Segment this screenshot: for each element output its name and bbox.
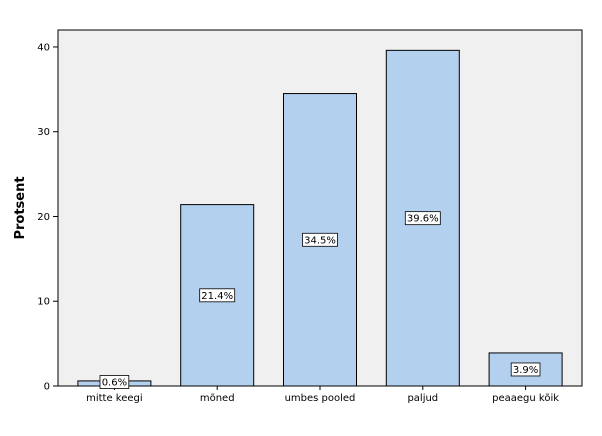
data-labels: 0.6% 21.4% 34.5% 39.6% 3.9%: [99, 211, 541, 389]
x-tick-label: mitte keegi: [86, 393, 143, 404]
y-tick-label: 10: [37, 297, 50, 308]
data-label-0: 0.6%: [99, 375, 130, 389]
data-label-text: 3.9%: [513, 365, 538, 376]
y-tick-label: 40: [37, 42, 50, 53]
y-tick-label: 20: [37, 212, 50, 223]
data-label-text: 39.6%: [407, 214, 439, 225]
y-tick-label: 30: [37, 127, 50, 138]
y-axis-title: Protsent: [13, 176, 28, 239]
data-label-text: 0.6%: [102, 378, 127, 389]
data-label-text: 21.4%: [201, 291, 233, 302]
x-axis: mitte keegi mõned umbes pooled paljud peaaeg…: [86, 386, 559, 404]
data-label-text: 34.5%: [304, 235, 336, 246]
data-label-1: 21.4%: [199, 288, 236, 303]
y-tick-label: 0: [44, 382, 50, 393]
x-tick-label: mõned: [200, 393, 235, 404]
data-label-2: 34.5%: [302, 232, 338, 247]
data-label-box: [199, 288, 236, 303]
x-tick-label: peaaegu kõik: [492, 393, 559, 404]
data-label-box: [510, 362, 541, 377]
data-label-4: 3.9%: [510, 362, 541, 377]
data-label-box: [302, 232, 338, 247]
data-label-3: 39.6%: [404, 211, 441, 226]
y-axis: 0 10 20 30 40: [37, 42, 58, 393]
x-tick-label: paljud: [407, 393, 438, 404]
data-label-box: [404, 211, 441, 226]
x-tick-label: umbes pooled: [285, 393, 356, 404]
data-label-box: [99, 375, 130, 389]
